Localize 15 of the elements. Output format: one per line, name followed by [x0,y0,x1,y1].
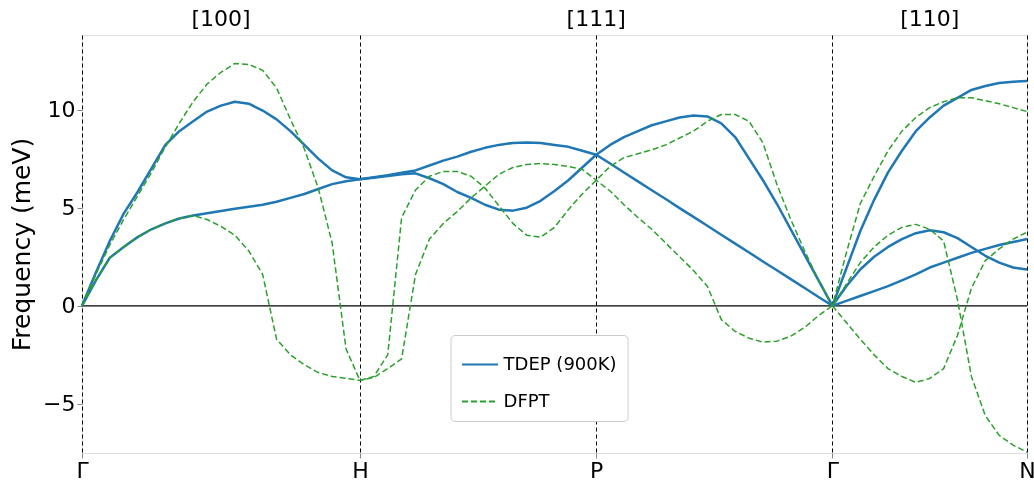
y-tick-label: 10 [47,97,76,123]
y-tick-label: 0 [61,293,76,319]
x-tick-label: H [352,457,369,481]
legend-label: TDEP (900K) [502,352,617,374]
y-tick-label: −5 [43,391,76,417]
x-tick-label: Γ [76,457,90,481]
x-tick-label: P [590,457,604,481]
text: [110] [900,6,960,31]
x-tick-label: Γ [826,457,840,481]
legend-label: DFPT [503,389,551,411]
x-tick-label: N [1019,457,1034,481]
text: [111] [566,6,626,31]
text: [100] [191,6,251,31]
y-tick-label: 5 [61,195,76,221]
y-axis-title: Frequency (meV) [7,137,37,352]
